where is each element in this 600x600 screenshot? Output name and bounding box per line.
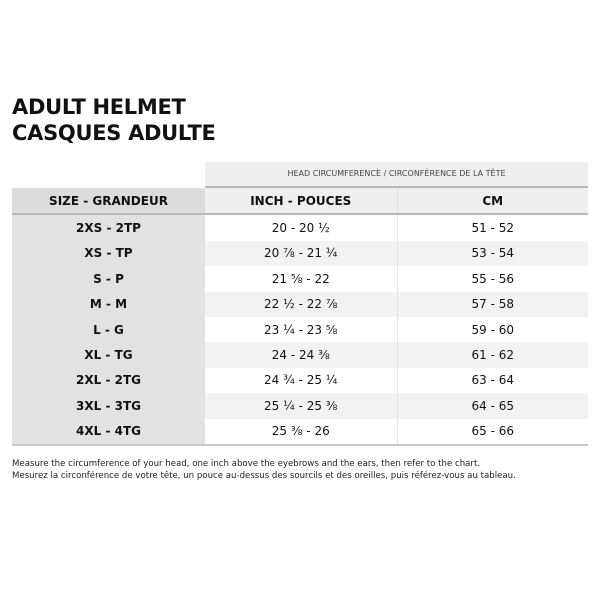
- cm-cell: 53 - 54: [397, 240, 588, 267]
- inch-cell: 23 ¼ - 23 ⅝: [205, 316, 398, 343]
- cm-cell: 55 - 56: [397, 266, 588, 292]
- instruction-french: Mesurez la circonférence de votre tête, …: [12, 471, 516, 481]
- cm-cell: 61 - 62: [397, 342, 588, 368]
- size-cell: L - G: [12, 316, 205, 343]
- inch-cell: 25 ¼ - 25 ⅜: [205, 393, 398, 419]
- cm-cell: 63 - 64: [397, 367, 588, 394]
- size-cell: 2XS - 2TP: [12, 214, 205, 241]
- table-row: M - M 22 ½ - 22 ⅞ 57 - 58: [12, 291, 588, 317]
- table-row: S - P 21 ⅝ - 22 55 - 56: [12, 266, 588, 292]
- inch-cell: 22 ½ - 22 ⅞: [205, 291, 398, 317]
- inch-cell: 25 ⅜ - 26: [205, 418, 398, 446]
- column-header-inch: INCH - POUCES: [205, 188, 398, 216]
- size-cell: 4XL - 4TG: [12, 418, 205, 446]
- cm-cell: 51 - 52: [397, 214, 588, 241]
- column-header-cm: CM: [397, 188, 588, 216]
- column-header-size: SIZE - GRANDEUR: [12, 188, 205, 216]
- title-english: ADULT HELMET: [12, 95, 186, 119]
- size-cell: 2XL - 2TG: [12, 367, 205, 394]
- cm-cell: 64 - 65: [397, 393, 588, 419]
- instruction-english: Measure the circumference of your head, …: [12, 459, 481, 469]
- size-cell: S - P: [12, 266, 205, 292]
- size-cell: M - M: [12, 291, 205, 317]
- cm-cell: 59 - 60: [397, 316, 588, 343]
- table-row: XL - TG 24 - 24 ⅜ 61 - 62: [12, 342, 588, 368]
- table-row: XS - TP 20 ⅞ - 21 ¼ 53 - 54: [12, 240, 588, 267]
- size-chart-table: SIZE - GRANDEUR INCH - POUCES CM 2XS - 2…: [12, 188, 588, 446]
- head-circumference-header: HEAD CIRCUMFERENCE / CIRCONFÉRENCE DE LA…: [205, 162, 588, 188]
- size-cell: XL - TG: [12, 342, 205, 368]
- column-header-row: SIZE - GRANDEUR INCH - POUCES CM: [12, 188, 588, 216]
- table-row: L - G 23 ¼ - 23 ⅝ 59 - 60: [12, 316, 588, 343]
- measurement-instructions: Measure the circumference of your head, …: [12, 458, 516, 482]
- size-cell: 3XL - 3TG: [12, 393, 205, 419]
- inch-cell: 20 ⅞ - 21 ¼: [205, 240, 398, 267]
- title-french: CASQUES ADULTE: [12, 121, 216, 145]
- table-row: 3XL - 3TG 25 ¼ - 25 ⅜ 64 - 65: [12, 393, 588, 419]
- cm-cell: 65 - 66: [397, 418, 588, 446]
- page-title: ADULT HELMET CASQUES ADULTE: [12, 94, 216, 146]
- size-cell: XS - TP: [12, 240, 205, 267]
- table-row: 4XL - 4TG 25 ⅜ - 26 65 - 66: [12, 418, 588, 446]
- inch-cell: 21 ⅝ - 22: [205, 266, 398, 292]
- inch-cell: 20 - 20 ½: [205, 214, 398, 241]
- table-row: 2XL - 2TG 24 ¾ - 25 ¼ 63 - 64: [12, 367, 588, 394]
- inch-cell: 24 ¾ - 25 ¼: [205, 367, 398, 394]
- table-row: 2XS - 2TP 20 - 20 ½ 51 - 52: [12, 214, 588, 241]
- cm-cell: 57 - 58: [397, 291, 588, 317]
- inch-cell: 24 - 24 ⅜: [205, 342, 398, 368]
